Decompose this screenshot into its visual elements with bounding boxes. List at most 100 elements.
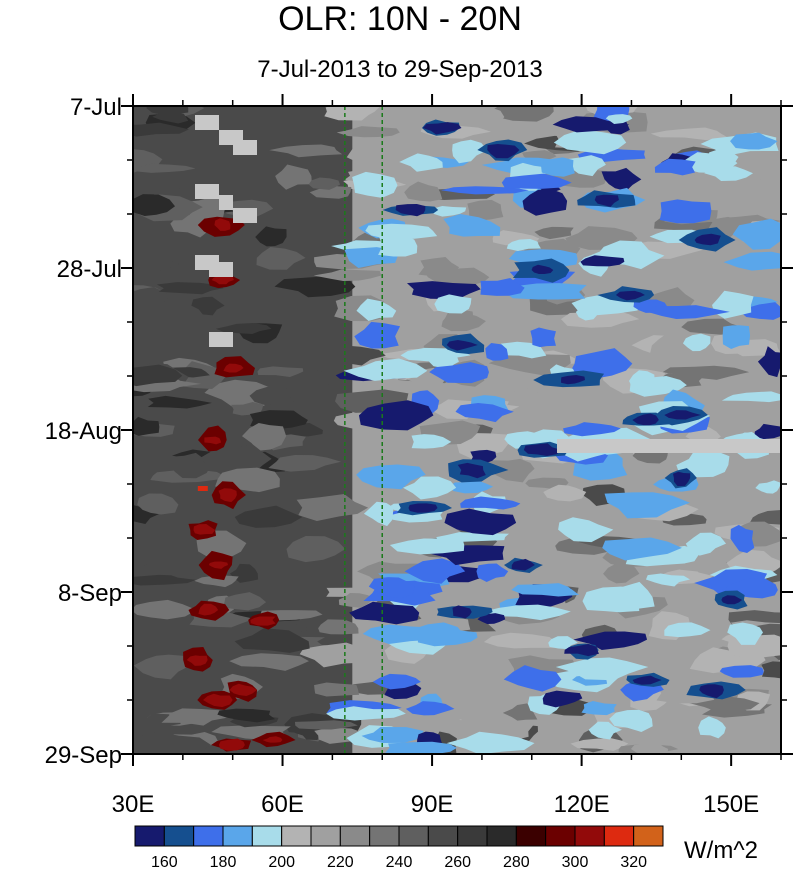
convective-contour <box>581 701 617 716</box>
convective-contour <box>429 205 467 217</box>
convective-contour <box>443 213 501 237</box>
y-tick-label: 8-Sep <box>58 580 122 607</box>
missing-data-patch <box>219 195 233 210</box>
grey-contour <box>314 682 360 697</box>
convective-contour <box>654 158 696 176</box>
convective-contour <box>601 167 642 191</box>
convective-contour <box>732 218 781 250</box>
convective-contour <box>352 171 398 198</box>
convective-contour <box>452 139 488 164</box>
convective-contour <box>704 166 754 181</box>
colorbar-swatch <box>603 825 635 847</box>
missing-data-patches <box>195 115 781 453</box>
x-tick-label: 90E <box>411 791 454 818</box>
grey-contour <box>570 738 629 751</box>
convective-contour <box>602 537 682 561</box>
grey-contour <box>463 106 505 128</box>
colorbar-swatch <box>281 825 312 847</box>
convective-contour <box>588 721 622 740</box>
convective-contour <box>740 302 781 320</box>
convective-contour <box>564 155 606 177</box>
high-olr-contour <box>204 436 222 445</box>
grey-contour <box>486 458 535 483</box>
grey-contour <box>194 575 239 588</box>
colorbar-swatch <box>134 825 165 847</box>
high-olr-contour <box>193 524 216 535</box>
convective-contour <box>363 501 394 527</box>
grey-contour <box>143 552 214 576</box>
missing-data-patch <box>209 262 233 277</box>
grey-contour <box>313 269 382 281</box>
colorbar-swatch <box>457 825 488 847</box>
deep-convection-core <box>721 595 743 605</box>
convective-contour <box>645 573 691 587</box>
colorbar-swatch <box>574 825 605 847</box>
high-olr-contour <box>218 488 237 503</box>
deep-convection-core <box>452 605 472 619</box>
deep-convection-core <box>511 558 535 571</box>
convective-contour <box>548 636 578 650</box>
grey-contour <box>603 562 640 584</box>
colorbar-label: 200 <box>268 854 295 869</box>
convective-contour <box>403 476 457 500</box>
grey-contour <box>133 599 197 620</box>
convective-contour <box>429 362 489 384</box>
convective-contour <box>522 188 568 216</box>
y-tick-label: 28-Jul <box>57 256 122 283</box>
convective-contour <box>757 346 781 378</box>
y-tick-label: 18-Aug <box>45 418 122 445</box>
grey-contour <box>146 106 189 116</box>
convective-contour <box>343 358 428 381</box>
grey-contour <box>296 494 369 521</box>
colorbar-swatch <box>193 825 224 847</box>
missing-data-patch <box>209 332 233 347</box>
chart-subtitle: 7-Jul-2013 to 29-Sep-2013 <box>257 56 543 83</box>
convective-contour <box>501 173 572 189</box>
grey-contour <box>137 493 179 515</box>
convective-contour <box>361 727 424 743</box>
grey-contour <box>256 247 306 270</box>
deep-convection-core <box>594 194 619 207</box>
convective-contour <box>676 449 730 478</box>
colorbar-swatch <box>545 825 576 847</box>
convective-contour <box>664 622 711 638</box>
grey-contour <box>222 592 267 611</box>
deep-convection-core <box>523 443 562 456</box>
convective-contour <box>449 480 494 494</box>
grey-contour <box>440 719 504 736</box>
high-olr-contour <box>250 616 276 626</box>
y-tick-label: 29-Sep <box>45 742 122 769</box>
convective-contour <box>497 341 547 359</box>
convective-contour <box>685 532 727 556</box>
convective-contour <box>558 517 614 543</box>
convective-contour <box>604 492 690 519</box>
convective-contour <box>406 281 481 300</box>
colorbar-swatch <box>427 825 459 847</box>
grey-contour <box>674 562 738 572</box>
high-olr-contour <box>262 736 283 743</box>
convective-contour <box>358 400 434 431</box>
convective-contour <box>385 741 457 754</box>
deep-convection-core <box>664 410 702 420</box>
colorbar-label: 320 <box>620 854 647 869</box>
high-olr-contour <box>229 683 257 696</box>
convective-contour <box>477 613 506 625</box>
grey-contour <box>234 628 310 653</box>
reference-lines <box>344 106 383 754</box>
high-olr-contour <box>198 603 219 616</box>
convective-contour <box>485 343 509 361</box>
convective-contour <box>755 480 781 494</box>
x-tick-label: 120E <box>554 791 610 818</box>
convective-contour <box>354 321 401 349</box>
convective-contour <box>754 423 781 440</box>
y-tick-label: 7-Jul <box>70 94 122 121</box>
deep-convection-core <box>422 122 462 135</box>
grey-contour <box>338 593 373 608</box>
grey-contour <box>229 653 309 671</box>
colorbar-swatch <box>486 825 517 847</box>
grey-contour <box>336 126 400 138</box>
convective-contour <box>541 157 575 177</box>
convective-contour <box>506 238 541 251</box>
convective-contour <box>698 716 726 739</box>
